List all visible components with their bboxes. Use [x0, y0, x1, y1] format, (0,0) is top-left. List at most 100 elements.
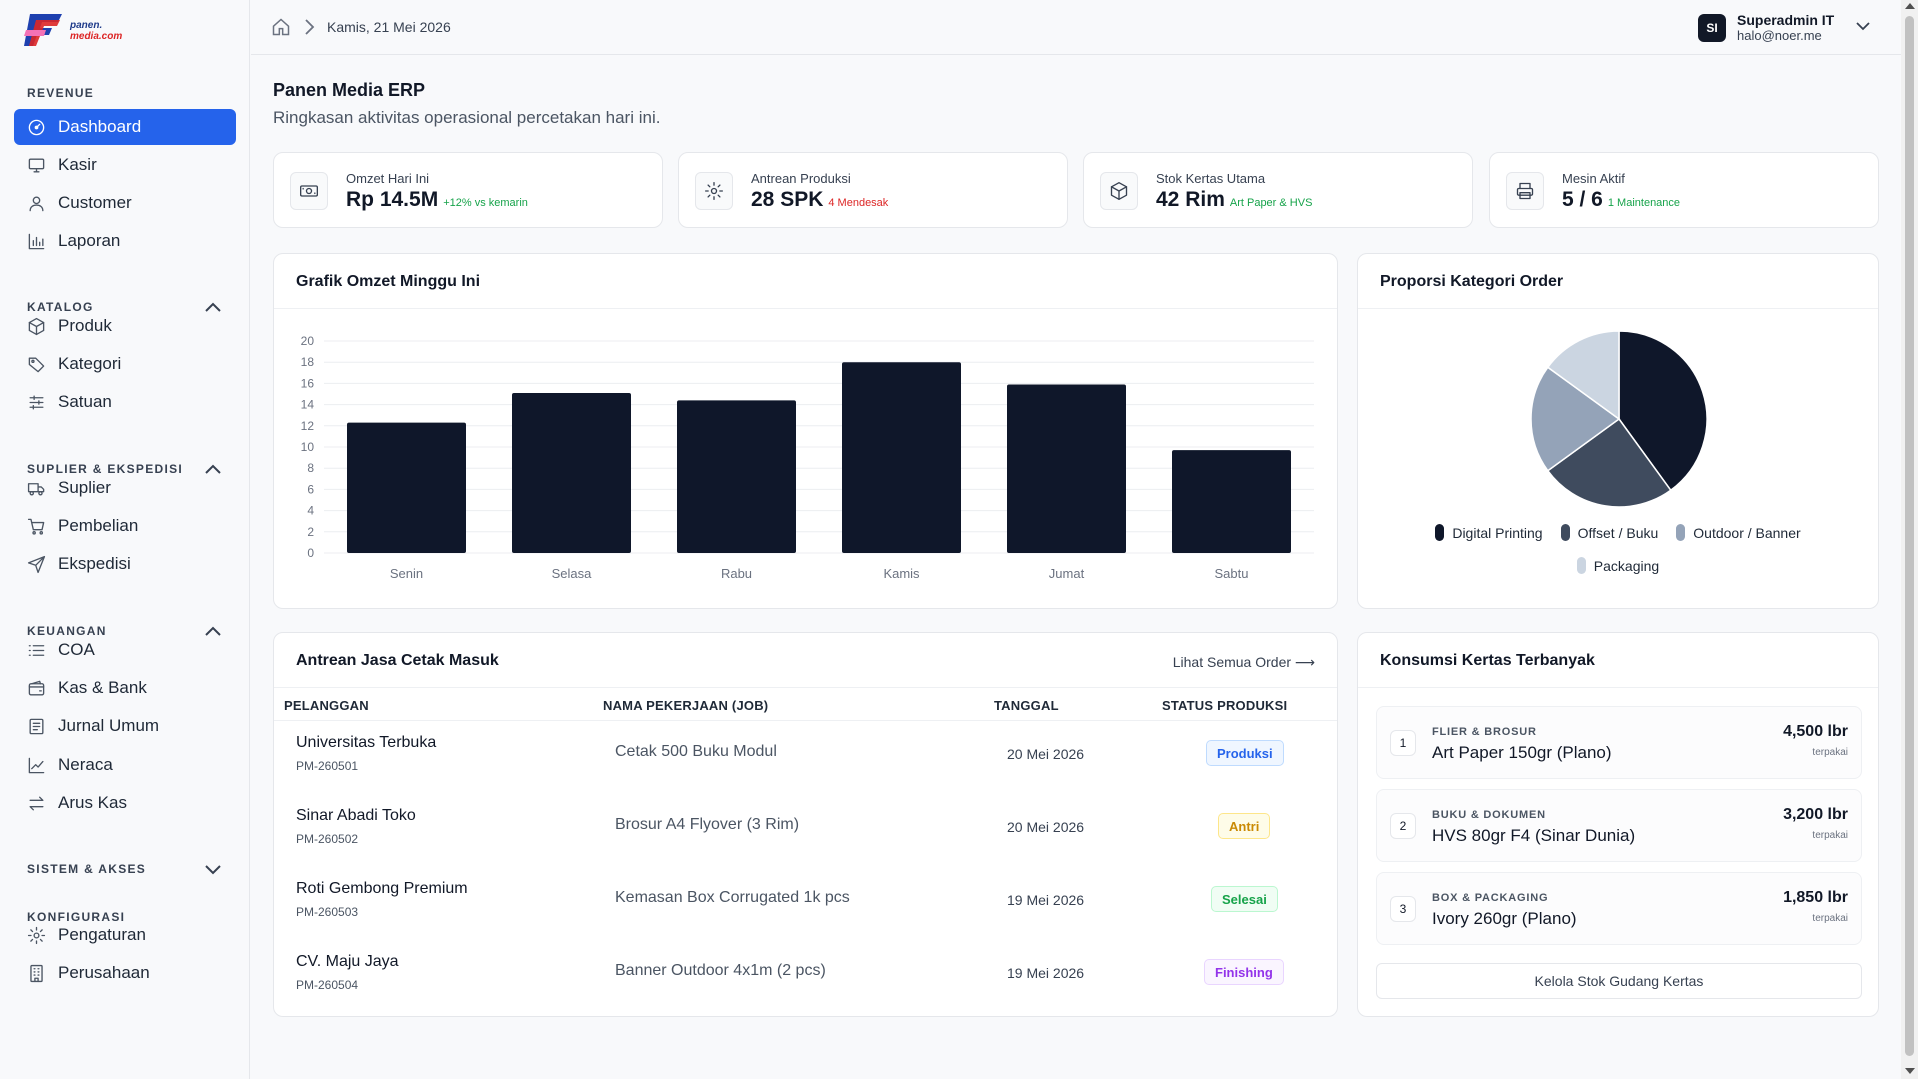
paper-category: BUKU & DOKUMEN	[1432, 809, 1546, 821]
x-tick-label: Sabtu	[1215, 566, 1249, 581]
arrows-icon	[26, 793, 46, 813]
sidebar-item-label: Arus Kas	[58, 793, 127, 812]
bar-sabtu[interactable]	[1172, 450, 1291, 553]
legend-item[interactable]: Packaging	[1576, 557, 1660, 574]
legend-label: Outdoor / Banner	[1693, 524, 1801, 541]
sidebar-item-jurnal-umum[interactable]: Jurnal Umum	[14, 708, 236, 744]
legend-swatch	[1435, 524, 1445, 541]
sidebar-item-coa[interactable]: COA	[14, 632, 236, 668]
page-title: Panen Media ERP	[273, 80, 426, 100]
job-name: Banner Outdoor 4x1m (2 pcs)	[615, 962, 826, 979]
sidebar-item-dashboard[interactable]: Dashboard	[14, 109, 236, 145]
sidebar-item-kasir[interactable]: Kasir	[14, 147, 236, 183]
sidebar-item-suplier[interactable]: Suplier	[14, 470, 236, 506]
y-tick-label: 16	[301, 376, 315, 390]
x-tick-label: Rabu	[721, 566, 752, 581]
brand-logo[interactable]: panen. media.com	[22, 12, 142, 50]
pie-slice-offset-buku[interactable]	[1546, 417, 1672, 508]
chevron-up-icon[interactable]	[204, 625, 222, 637]
y-tick-label: 14	[301, 398, 315, 412]
box-icon	[1100, 172, 1138, 210]
pie-slice-packaging[interactable]	[1546, 330, 1620, 421]
chevron-down-icon[interactable]	[1855, 20, 1871, 32]
status-badge: Produksi	[1206, 740, 1284, 766]
wallet-icon	[26, 678, 46, 698]
section-title[interactable]: KATALOG	[27, 300, 94, 314]
status-badge: Selesai	[1211, 886, 1278, 912]
category-pie-chart	[1530, 330, 1708, 508]
bar-jumat[interactable]	[1007, 384, 1126, 553]
sidebar-item-pengaturan[interactable]: Pengaturan	[14, 917, 236, 953]
stat-note: 4 Mendesak	[828, 197, 889, 209]
bar-rabu[interactable]	[677, 400, 796, 553]
paper-item: 3 BOX & PACKAGING Ivory 260gr (Plano) 1,850…	[1376, 872, 1862, 945]
y-tick-label: 10	[301, 440, 315, 454]
scroll-down-arrow-icon[interactable]	[1905, 1068, 1915, 1074]
y-tick-label: 12	[301, 419, 315, 433]
scroll-thumb[interactable]	[1905, 16, 1914, 1056]
legend-swatch	[1560, 524, 1570, 541]
sidebar-item-produk[interactable]: Produk	[14, 308, 236, 344]
legend-swatch	[1576, 557, 1586, 574]
avatar[interactable]: SI	[1698, 14, 1726, 42]
manage-paper-stock-button[interactable]: Kelola Stok Gudang Kertas	[1376, 963, 1862, 999]
sidebar-item-label: Dashboard	[58, 117, 142, 136]
scroll-up-arrow-icon[interactable]	[1905, 3, 1915, 9]
order-code: PM-260501	[296, 759, 359, 773]
job-name: Brosur A4 Flyover (3 Rim)	[615, 816, 800, 833]
sidebar-item-laporan[interactable]: Laporan	[14, 223, 236, 259]
paper-category: BOX & PACKAGING	[1432, 892, 1549, 904]
th-customer[interactable]: PELANGGAN	[284, 698, 369, 713]
category-pie-panel: Proporsi Kategori Order Digital Printing…	[1357, 253, 1879, 609]
section-title: KONFIGURASI	[27, 910, 126, 924]
legend-item[interactable]: Offset / Buku	[1560, 524, 1658, 541]
paper-item: 1 FLIER & BROSUR Art Paper 150gr (Plano) 4,…	[1376, 706, 1862, 779]
chevron-up-icon[interactable]	[204, 301, 222, 313]
th-date[interactable]: TANGGAL	[994, 698, 1059, 713]
pie-legend-row2: Packaging	[1358, 557, 1878, 574]
chevron-down-icon[interactable]	[204, 863, 222, 875]
bar-kamis[interactable]	[842, 362, 961, 553]
pie-slice-digital-printing[interactable]	[1618, 330, 1708, 492]
sidebar-item-satuan[interactable]: Satuan	[14, 384, 236, 420]
sidebar-item-arus-kas[interactable]: Arus Kas	[14, 785, 236, 821]
view-all-orders-label: Lihat Semua Order	[1172, 654, 1292, 670]
legend-item[interactable]: Digital Printing	[1435, 524, 1543, 541]
bar-selasa[interactable]	[512, 392, 631, 553]
legend-label: Packaging	[1593, 557, 1660, 574]
sidebar-item-kas-bank[interactable]: Kas & Bank	[14, 670, 236, 706]
legend-item[interactable]: Outdoor / Banner	[1676, 524, 1801, 541]
sidebar-item-pembelian[interactable]: Pembelian	[14, 508, 236, 544]
paper-rank: 2	[1390, 813, 1416, 839]
section-title[interactable]: KEUANGAN	[27, 624, 107, 638]
table-row[interactable]: CV. Maju Jaya PM-260504 Banner Outdoor 4x1…	[274, 941, 1337, 1014]
sidebar-item-label: COA	[58, 640, 95, 659]
table-row[interactable]: Sinar Abadi Toko PM-260502 Brosur A4 Flyov…	[274, 795, 1337, 868]
sidebar-item-ekspedisi[interactable]: Ekspedisi	[14, 546, 236, 582]
bar-senin[interactable]	[347, 422, 466, 553]
view-all-orders-link[interactable]: Lihat Semua Order ⟶	[1173, 654, 1315, 671]
chevron-up-icon[interactable]	[204, 463, 222, 475]
sidebar-item-kategori[interactable]: Kategori	[14, 346, 236, 382]
th-status[interactable]: STATUS PRODUKSI	[1162, 698, 1288, 713]
table-row[interactable]: Roti Gembong Premium PM-260503 Kemasan Box…	[274, 868, 1337, 941]
paper-consumption-panel: Konsumsi Kertas Terbanyak 1 FLIER & BROSU…	[1357, 632, 1879, 1017]
scrollbar[interactable]	[1901, 0, 1918, 1079]
table-row[interactable]: Universitas Terbuka PM-260501 Cetak 500 Bu…	[274, 722, 1337, 795]
customer-name: Sinar Abadi Toko	[296, 807, 416, 824]
table-header: PELANGGAN NAMA PEKERJAAN (JOB) TANGGAL S…	[274, 687, 1337, 721]
th-job[interactable]: NAMA PEKERJAAN (JOB)	[603, 698, 769, 713]
revenue-chart-panel: Grafik Omzet Minggu Ini 0 2 4 6 8 10 12 14 16 18 2…	[273, 253, 1338, 609]
brand-line2: media.com	[70, 31, 123, 42]
section-title[interactable]: SISTEM & AKSES	[27, 862, 147, 876]
sidebar-item-customer[interactable]: Customer	[14, 185, 236, 221]
user-name[interactable]: Superadmin IT	[1737, 12, 1835, 28]
sidebar-item-neraca[interactable]: Neraca	[14, 747, 236, 783]
order-date: 19 Mei 2026	[1007, 892, 1085, 908]
sidebar-item-label: Perusahaan	[58, 963, 150, 982]
customer-name: CV. Maju Jaya	[296, 953, 399, 970]
sidebar-item-perusahaan[interactable]: Perusahaan	[14, 955, 236, 991]
home-icon[interactable]	[271, 17, 291, 37]
pie-slice-outdoor-banner[interactable]	[1530, 366, 1621, 472]
section-title[interactable]: SUPLIER & EKSPEDISI	[27, 462, 184, 476]
